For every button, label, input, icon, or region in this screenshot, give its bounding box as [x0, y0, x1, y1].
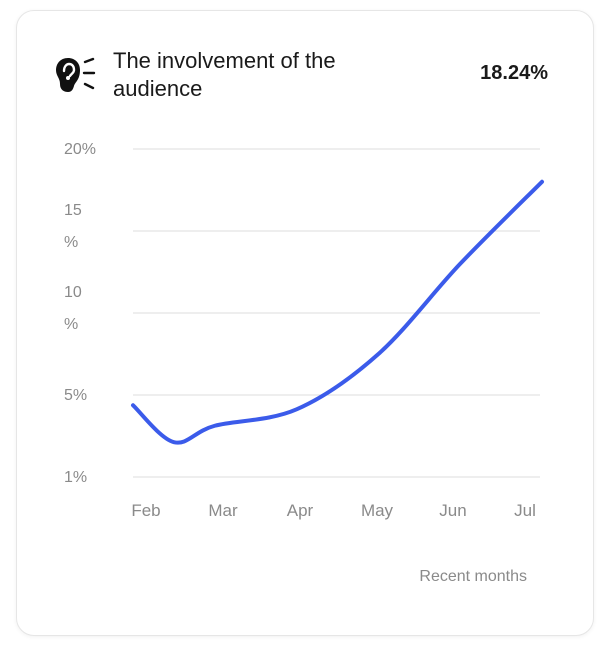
x-tick-label: Mar [208, 501, 238, 520]
engagement-card [16, 10, 594, 636]
x-axis-label: Recent months [419, 568, 527, 585]
headline-value: 18.24% [480, 62, 548, 84]
y-tick-label: 15% [64, 202, 82, 251]
y-tick-label: 5% [64, 387, 87, 404]
ear-icon [56, 57, 96, 92]
x-tick-label: Feb [131, 501, 160, 520]
card-title: The involvement of the audience [113, 48, 336, 101]
y-tick-label: 10% [64, 284, 82, 333]
x-tick-label: May [361, 501, 394, 520]
y-tick-label: 1% [64, 469, 87, 486]
y-tick-label: 20% [64, 141, 96, 158]
x-tick-label: Jun [439, 501, 466, 520]
x-tick-label: Apr [287, 501, 314, 520]
x-tick-label: Jul [514, 501, 536, 520]
series-line [131, 179, 544, 445]
